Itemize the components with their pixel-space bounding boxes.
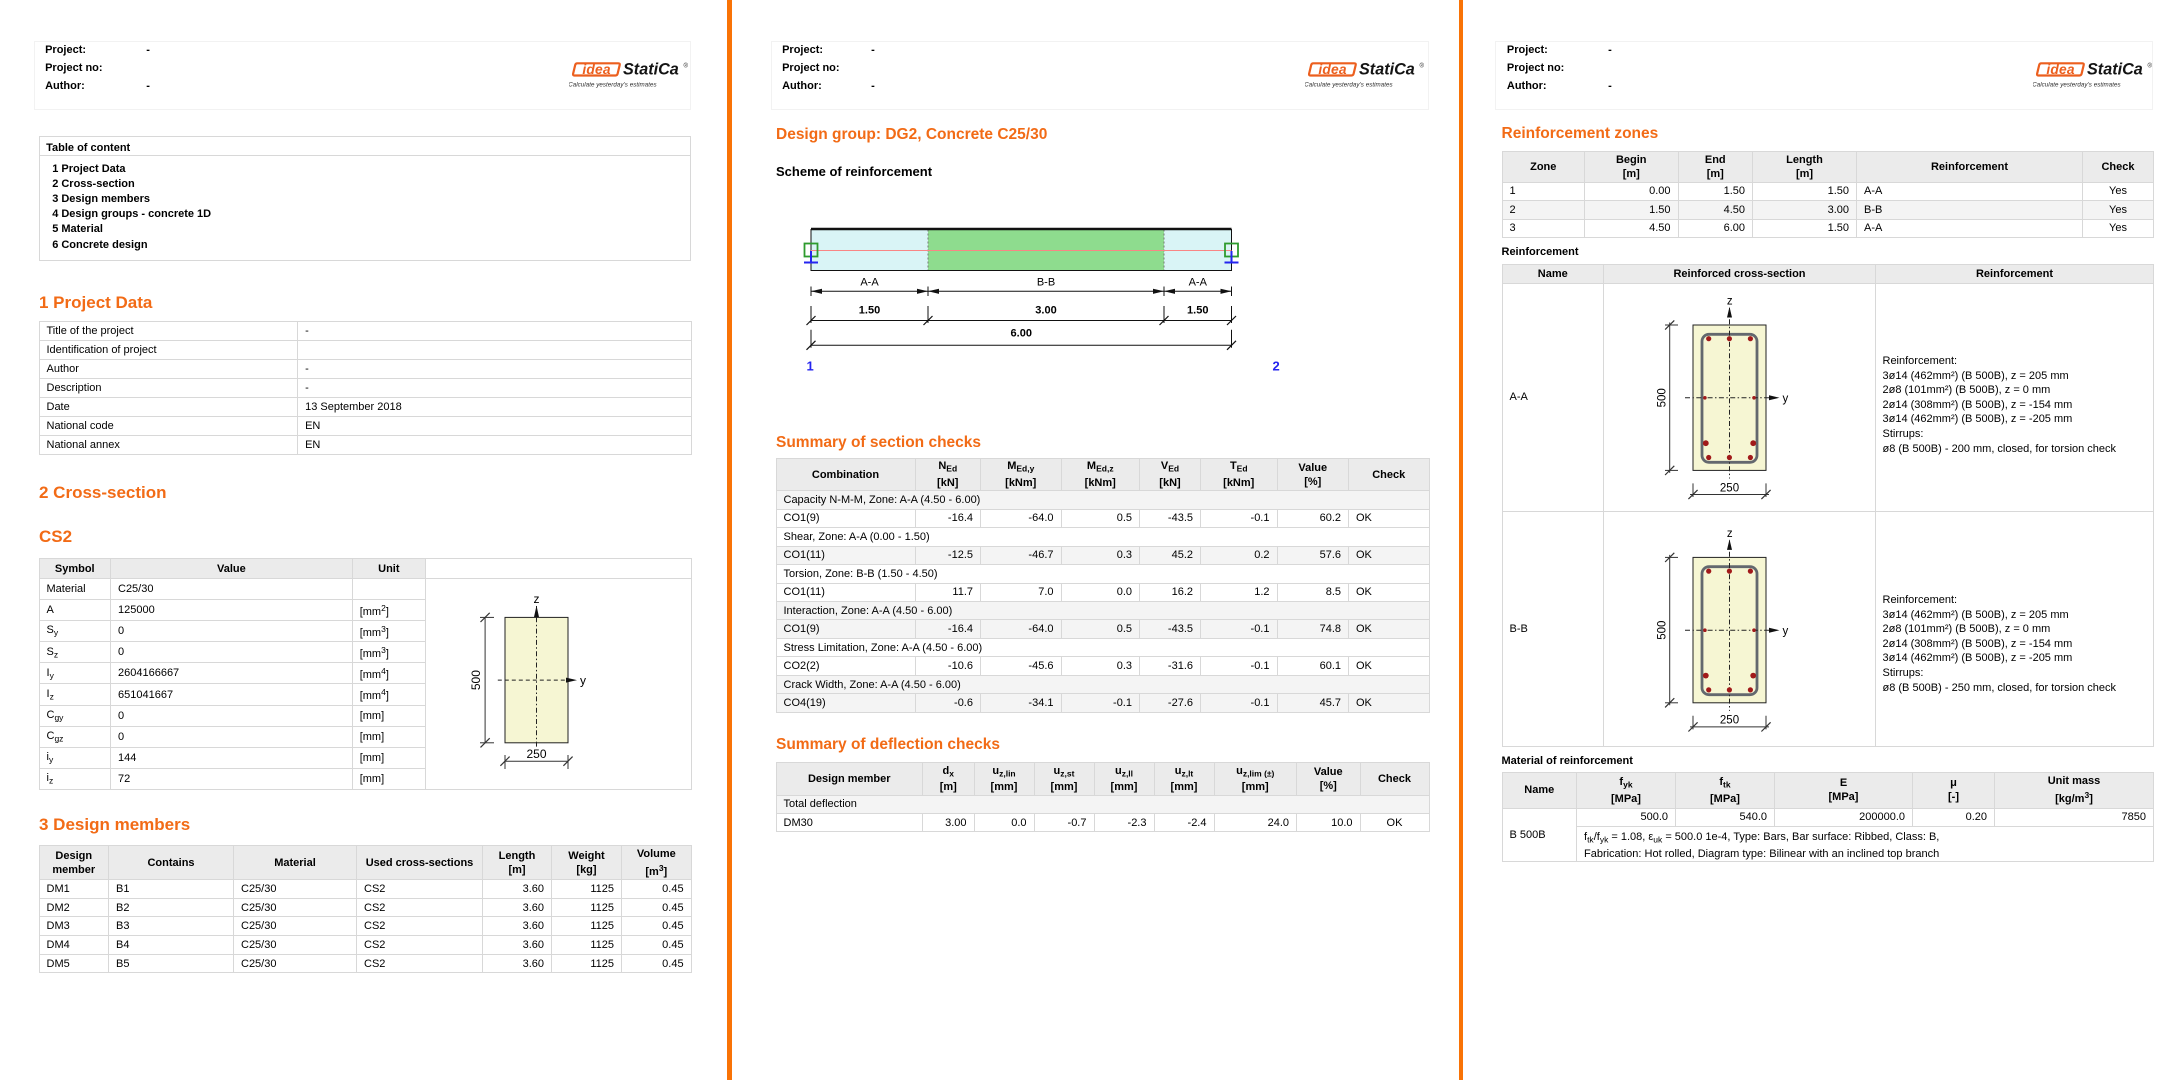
svg-text:idea: idea [2046,62,2075,77]
svg-text:z: z [1727,296,1733,308]
svg-text:StatiCa: StatiCa [1359,61,1415,79]
svg-text:2: 2 [1272,358,1279,373]
svg-text:z: z [533,592,539,606]
svg-text:500: 500 [1656,389,1668,408]
svg-text:Calculate yesterday’s estimate: Calculate yesterday’s estimates [2033,82,2121,89]
svg-text:Calculate yesterday’s estimate: Calculate yesterday’s estimates [1305,82,1393,89]
svg-text:®: ® [683,63,688,70]
svg-text:250: 250 [526,747,546,761]
svg-text:StatiCa: StatiCa [2087,61,2143,79]
svg-text:1.50: 1.50 [859,305,880,317]
svg-text:1.50: 1.50 [1187,305,1208,317]
svg-text:A-A: A-A [860,277,879,289]
svg-text:idea: idea [582,62,611,77]
svg-text:250: 250 [1720,715,1739,727]
svg-text:A-A: A-A [1189,277,1208,289]
svg-text:z: z [1727,528,1733,540]
svg-text:y: y [580,673,586,687]
svg-text:StatiCa: StatiCa [623,61,679,79]
svg-text:1: 1 [807,358,814,373]
svg-text:y: y [1783,393,1789,405]
svg-text:y: y [1783,626,1789,638]
svg-text:B-B: B-B [1037,277,1055,289]
svg-text:6.00: 6.00 [1011,327,1032,339]
svg-text:®: ® [1420,63,1425,70]
svg-text:500: 500 [1656,621,1668,640]
svg-text:500: 500 [469,670,483,690]
svg-text:®: ® [2147,63,2152,70]
svg-text:Calculate yesterday’s estimate: Calculate yesterday’s estimates [569,82,657,89]
svg-text:idea: idea [1319,62,1348,77]
svg-text:3.00: 3.00 [1035,305,1056,317]
svg-text:250: 250 [1720,483,1739,495]
